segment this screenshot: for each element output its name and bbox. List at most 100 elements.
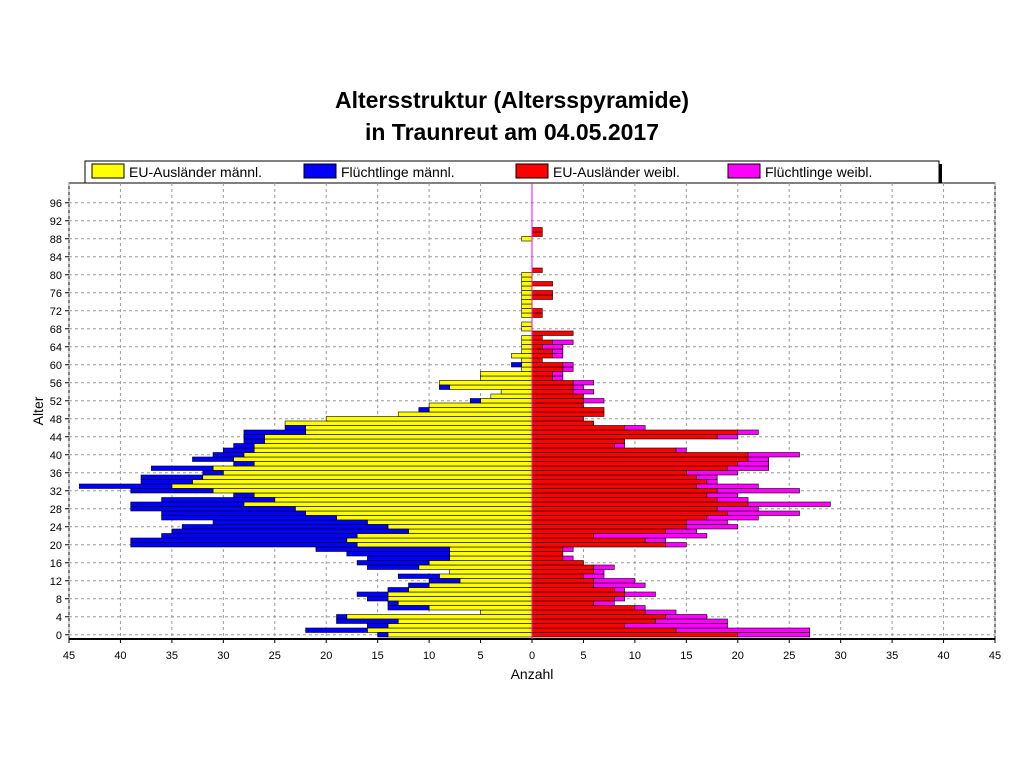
- bar-female-refugee: [727, 465, 769, 471]
- bar-male-eu: [243, 501, 533, 507]
- bar-female-refugee: [572, 389, 595, 395]
- bar-male-eu: [521, 344, 533, 350]
- bar-female-eu: [531, 555, 564, 561]
- bar-female-eu: [531, 366, 564, 372]
- legend-swatch: [303, 163, 337, 179]
- bar-male-eu: [521, 321, 533, 327]
- bar-male-eu: [521, 303, 533, 309]
- bar-male-eu: [521, 236, 533, 242]
- x-tick-label: 10: [629, 650, 641, 662]
- bar-female-refugee: [552, 371, 564, 377]
- bar-female-refugee: [716, 506, 759, 512]
- bar-male-eu: [521, 294, 533, 300]
- bar-female-refugee: [562, 546, 574, 552]
- legend-item: EU-Ausländer weibl.: [515, 163, 680, 180]
- bar-female-eu: [531, 398, 584, 404]
- bar-male-eu: [253, 461, 533, 467]
- bar-male-refugee: [356, 591, 389, 597]
- bar-male-eu: [449, 384, 533, 390]
- bar-male-refugee: [171, 528, 409, 534]
- bar-male-refugee: [130, 537, 348, 543]
- bar-female-refugee: [716, 488, 800, 494]
- bar-male-eu: [521, 326, 533, 332]
- bar-female-refugee: [686, 519, 728, 525]
- bar-female-refugee: [614, 596, 625, 602]
- legend-label: EU-Ausländer weibl.: [553, 164, 680, 180]
- bar-female-refugee: [675, 447, 687, 453]
- bar-female-eu: [531, 596, 615, 602]
- bar-female-eu: [531, 429, 739, 435]
- bar-female-refugee: [593, 578, 636, 584]
- bar-female-refugee: [686, 470, 739, 476]
- x-tick-label: 0: [529, 650, 535, 662]
- y-tick-label: 28: [50, 504, 62, 516]
- bar-female-refugee: [737, 429, 759, 435]
- bar-male-eu: [500, 389, 533, 395]
- bar-male-refugee: [243, 429, 306, 435]
- bar-male-eu: [264, 438, 533, 444]
- x-tick-label: 35: [166, 650, 178, 662]
- legend: EU-Ausländer männl. Flüchtlinge männl. EU-…: [84, 160, 942, 186]
- x-tick-label: 35: [886, 650, 898, 662]
- y-axis-label: Alter: [30, 396, 46, 425]
- bar-male-refugee: [130, 488, 214, 494]
- bar-female-eu: [531, 470, 687, 476]
- bar-female-eu: [531, 573, 584, 579]
- bar-female-eu: [531, 362, 564, 368]
- bar-male-refugee: [181, 524, 389, 530]
- x-tick-label: 20: [320, 650, 332, 662]
- y-tick-label: 88: [50, 234, 62, 246]
- bar-male-eu: [521, 285, 533, 291]
- bar-male-eu: [264, 434, 533, 440]
- bar-female-eu: [531, 227, 543, 233]
- bar-female-eu: [531, 416, 584, 422]
- bar-male-eu: [439, 380, 533, 386]
- bar-female-refugee: [727, 510, 800, 516]
- bar-male-eu: [397, 600, 533, 606]
- bar-female-eu: [531, 510, 728, 516]
- bar-female-refugee: [552, 339, 574, 345]
- bar-female-eu: [531, 614, 667, 620]
- bar-male-refugee: [212, 519, 368, 525]
- bar-female-refugee: [706, 492, 739, 498]
- bar-male-refugee: [305, 627, 368, 633]
- bar-male-eu: [171, 483, 533, 489]
- bar-female-eu: [531, 456, 749, 462]
- bar-male-eu: [223, 470, 533, 476]
- bar-female-eu: [531, 474, 697, 480]
- bar-female-eu: [531, 533, 595, 539]
- bar-female-eu: [531, 560, 584, 566]
- bar-female-refugee: [665, 614, 708, 620]
- bar-female-refugee: [624, 591, 656, 597]
- bar-male-refugee: [397, 573, 440, 579]
- legend-item: Flüchtlinge weibl.: [727, 163, 872, 180]
- bar-male-eu: [521, 339, 533, 345]
- bar-male-refugee: [387, 600, 399, 606]
- bar-female-eu: [531, 438, 625, 444]
- bar-male-eu: [397, 411, 533, 417]
- y-tick-label: 20: [50, 540, 62, 552]
- bar-female-eu: [531, 330, 574, 336]
- bar-female-refugee: [624, 623, 728, 629]
- y-tick-label: 36: [50, 468, 62, 480]
- bar-male-eu: [387, 596, 533, 602]
- bar-male-eu: [428, 407, 533, 413]
- bar-female-eu: [531, 452, 749, 458]
- bar-female-refugee: [747, 452, 800, 458]
- bar-male-refugee: [377, 632, 389, 638]
- bar-female-refugee: [552, 375, 564, 381]
- bar-male-eu: [346, 537, 533, 543]
- bar-female-eu: [531, 335, 543, 341]
- bar-female-eu: [531, 425, 625, 431]
- bar-female-eu: [531, 591, 625, 597]
- bar-male-refugee: [243, 438, 265, 444]
- bar-female-refugee: [634, 605, 646, 611]
- bar-female-eu: [531, 461, 739, 467]
- bar-male-eu: [397, 618, 533, 624]
- bar-male-refugee: [233, 443, 255, 449]
- bar-male-refugee: [78, 483, 173, 489]
- tick-labels: 45 40 35 30 25 20 15 10 5 0 5 10 15 20 25 30 35 40 4504812…: [50, 198, 1001, 662]
- bar-female-refugee: [665, 528, 697, 534]
- y-tick-label: 32: [50, 486, 62, 498]
